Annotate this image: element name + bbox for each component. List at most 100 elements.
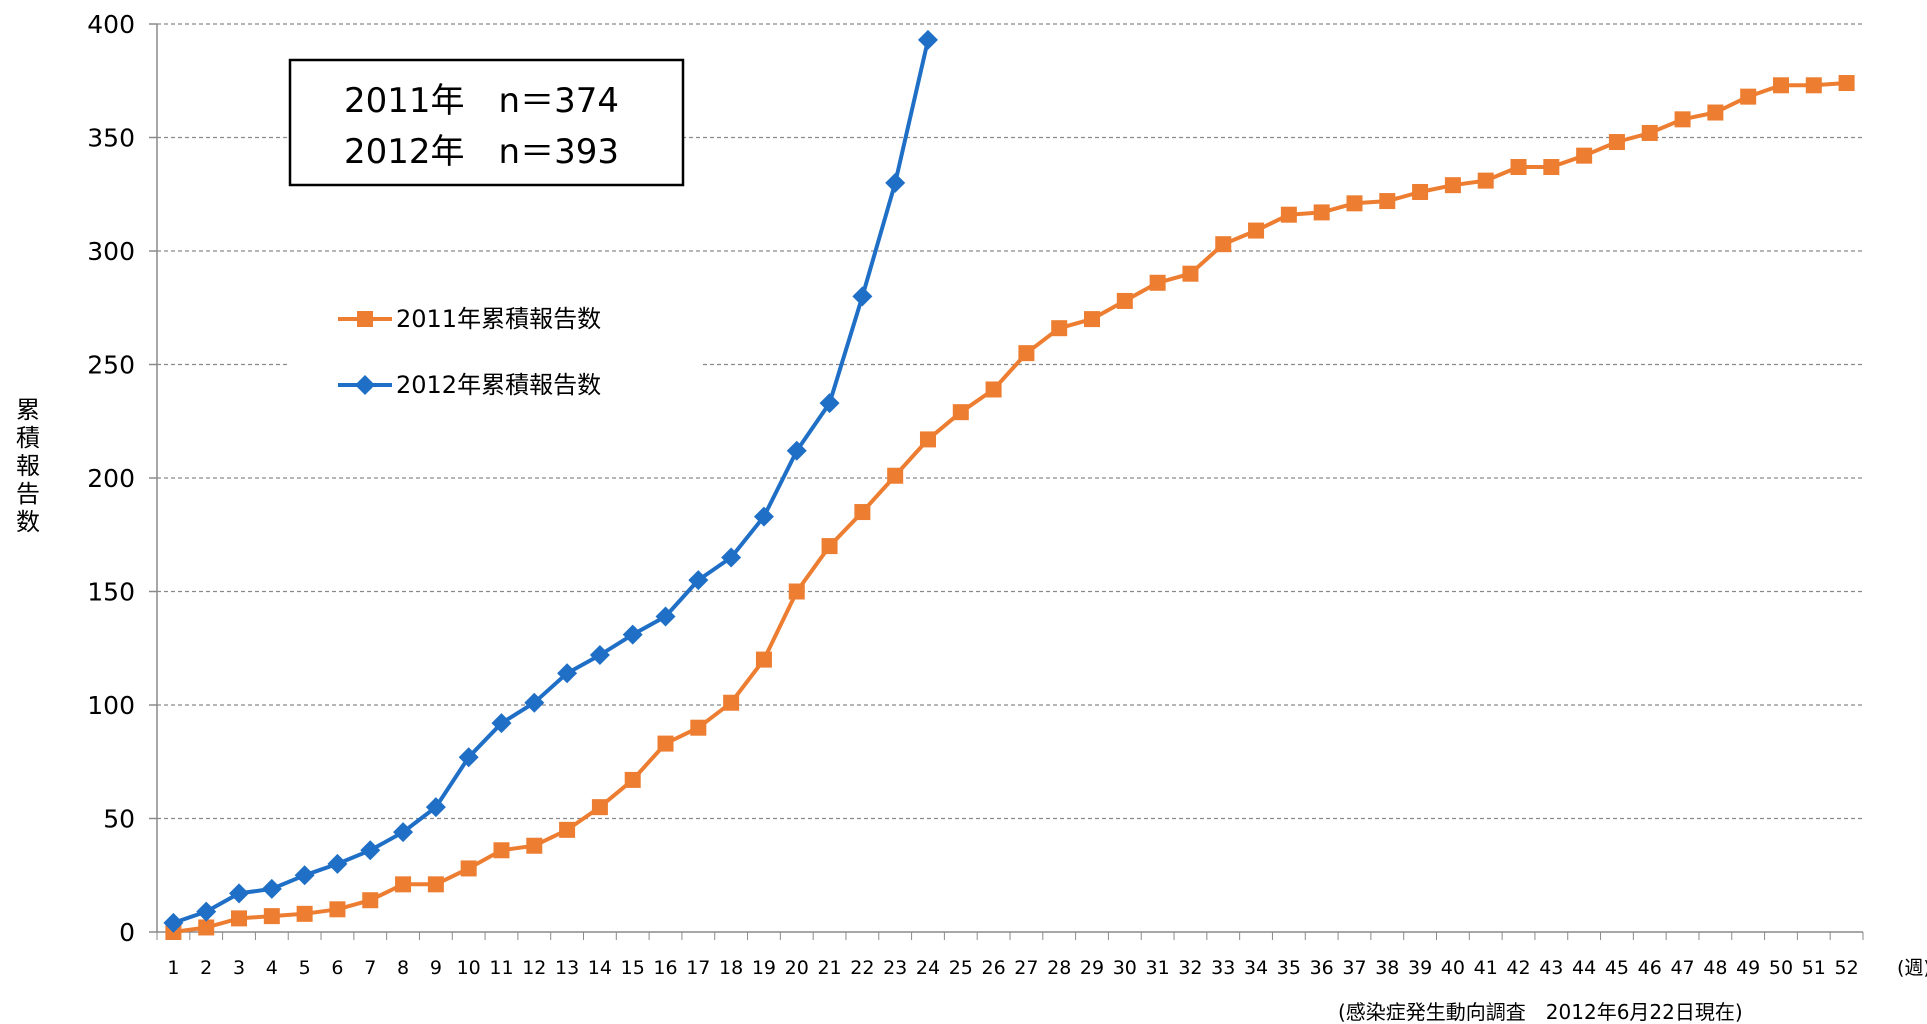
legend-label-2012: 2012年累積報告数 [396, 371, 601, 399]
x-tick-label: 47 [1670, 957, 1694, 979]
data-point [589, 645, 610, 666]
x-tick-label: 6 [331, 957, 343, 979]
data-point [526, 837, 543, 854]
data-point [723, 694, 740, 711]
y-tick-label: 0 [119, 918, 135, 947]
series-2011 [165, 75, 1855, 940]
data-point [1182, 265, 1199, 282]
y-axis-label: 累積報告数 [16, 396, 40, 536]
legend-item-2011: 2011年累積報告数 [338, 305, 601, 333]
x-tick-label: 30 [1113, 957, 1137, 979]
data-point [1248, 222, 1265, 239]
x-tick-label: 20 [785, 957, 809, 979]
data-point [887, 467, 904, 484]
x-tick-label: 12 [522, 957, 546, 979]
data-point [1477, 172, 1494, 189]
data-point [1740, 88, 1757, 105]
data-point [788, 583, 805, 600]
x-tick-label: 26 [982, 957, 1006, 979]
legend-marker-2012 [355, 375, 375, 395]
data-point [1838, 75, 1855, 92]
x-tick-label: 44 [1572, 957, 1596, 979]
x-tick-label: 31 [1146, 957, 1170, 979]
x-tick-label: 28 [1047, 957, 1071, 979]
data-point [557, 663, 578, 684]
data-point [1280, 206, 1297, 223]
x-tick-label: 11 [489, 957, 513, 979]
data-point [458, 747, 479, 768]
series-2012 [163, 29, 938, 933]
data-point [786, 440, 807, 461]
data-point [1543, 159, 1560, 176]
data-point [1608, 134, 1625, 151]
y-tick-label: 300 [87, 237, 135, 266]
data-point [1510, 159, 1527, 176]
data-point [919, 431, 936, 448]
x-tick-label: 29 [1080, 957, 1104, 979]
data-point [1084, 311, 1101, 328]
y-axis-label-char: 告 [16, 480, 40, 508]
gridlines [149, 23, 1863, 933]
x-tick-label: 1 [167, 957, 179, 979]
data-point [1149, 274, 1166, 291]
x-tick-label: 15 [621, 957, 645, 979]
x-tick-label: 41 [1474, 957, 1498, 979]
data-point [1313, 204, 1330, 221]
x-tick-label: 25 [949, 957, 973, 979]
x-tick-label: 24 [916, 957, 940, 979]
data-point [327, 853, 348, 874]
x-tick-label: 27 [1014, 957, 1038, 979]
x-tick-label: 48 [1703, 957, 1727, 979]
x-tick-label: 36 [1310, 957, 1334, 979]
x-tick-label: 4 [266, 957, 278, 979]
x-tick-label: 5 [299, 957, 311, 979]
data-point [985, 381, 1002, 398]
data-point [1576, 147, 1593, 164]
x-tick-label: 19 [752, 957, 776, 979]
data-point [1346, 195, 1363, 212]
legend-label-2011: 2011年累積報告数 [396, 305, 601, 333]
x-tick-label: 7 [364, 957, 376, 979]
x-tick-label: 37 [1342, 957, 1366, 979]
y-tick-label: 50 [103, 805, 135, 834]
data-point [1641, 124, 1658, 141]
data-point [854, 504, 871, 521]
data-point [1412, 183, 1429, 200]
data-point [1116, 292, 1133, 309]
data-point [852, 286, 873, 307]
data-point [1772, 77, 1789, 94]
x-tick-label: 16 [653, 957, 677, 979]
x-tick-label: 18 [719, 957, 743, 979]
data-point [524, 692, 545, 713]
x-tick-label: 42 [1506, 957, 1530, 979]
data-point [393, 822, 414, 843]
y-axis-label-char: 積 [16, 424, 40, 452]
x-tick-label: 10 [457, 957, 481, 979]
x-tick-label: 32 [1178, 957, 1202, 979]
x-tick-label: 33 [1211, 957, 1235, 979]
data-point [196, 901, 217, 922]
data-point [362, 892, 379, 909]
data-point [755, 651, 772, 668]
data-point [753, 506, 774, 527]
y-tick-label: 200 [87, 464, 135, 493]
legend: 2011年累積報告数 2012年累積報告数 [338, 305, 601, 399]
data-point [493, 842, 510, 859]
x-tick-label: 34 [1244, 957, 1268, 979]
x-tick-label: 40 [1441, 957, 1465, 979]
data-point [198, 919, 215, 936]
x-tick-label: 21 [817, 957, 841, 979]
y-tick-labels: 0 50 100 150 200 250 300 350 400 [87, 10, 135, 947]
data-point [655, 606, 676, 627]
data-point [163, 912, 184, 933]
x-tick-label: 43 [1539, 957, 1563, 979]
data-point [261, 878, 282, 899]
data-point [622, 624, 643, 645]
x-tick-label: 3 [233, 957, 245, 979]
data-point [690, 719, 707, 736]
data-point [1379, 193, 1396, 210]
data-point [231, 910, 248, 927]
x-tick-labels: 1 2 3 4 5 6 7 8 9 10 11 12 13 14 15 16 17 18 19 20 21 22 23 24 2… [167, 957, 1858, 979]
data-point [296, 905, 313, 922]
x-tick-label: 45 [1605, 957, 1629, 979]
